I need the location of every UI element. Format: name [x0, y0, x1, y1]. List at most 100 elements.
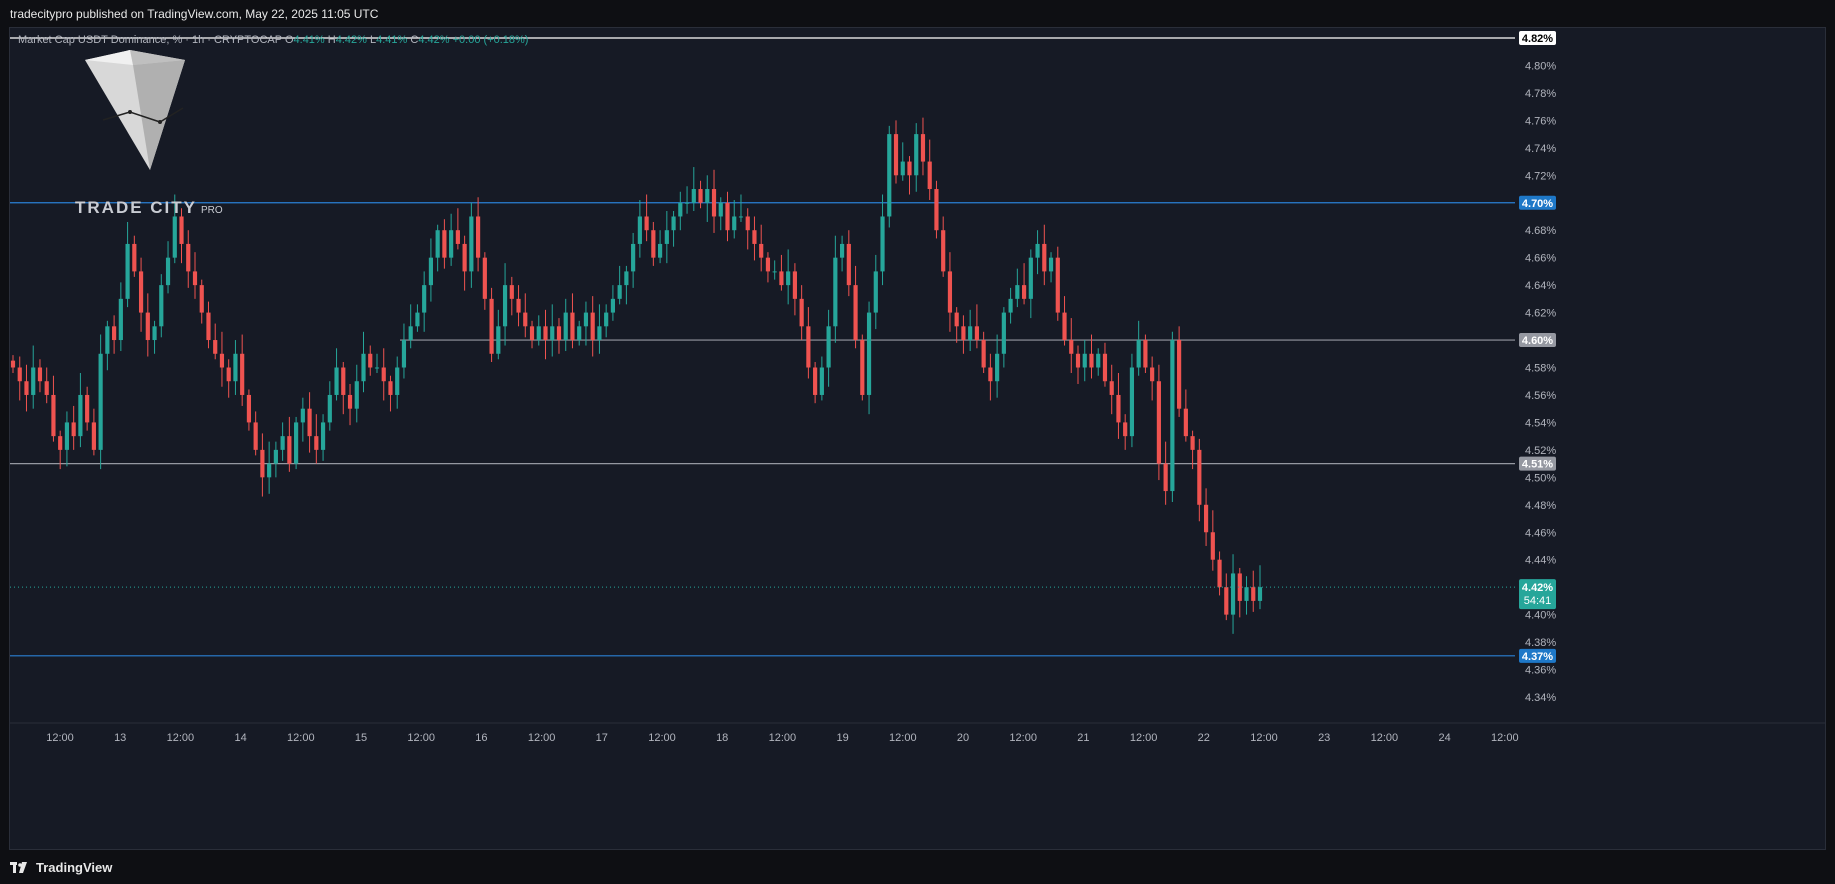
x-tick-label: 12:00 — [46, 732, 74, 744]
candle-body — [496, 326, 501, 354]
trade-city-brand: TRADE CITY PRO — [75, 198, 223, 218]
x-tick-label: 12:00 — [287, 732, 315, 744]
candle-body — [401, 340, 407, 368]
candle-body — [31, 367, 36, 395]
tradingview-logo[interactable]: TradingView — [10, 860, 112, 875]
x-tick-label: 14 — [234, 732, 246, 744]
candle-body — [792, 271, 797, 299]
candle-body — [1055, 257, 1060, 313]
candle-body — [826, 326, 831, 368]
candle-body — [1096, 353, 1101, 368]
candle-body — [974, 326, 979, 341]
candle-body — [105, 326, 110, 354]
x-tick-label: 12:00 — [1250, 732, 1278, 744]
candle-body — [415, 312, 420, 327]
candle-body — [455, 230, 460, 244]
y-tick-label: 4.50% — [1525, 472, 1556, 484]
y-tick-label: 4.56% — [1525, 390, 1556, 402]
chart-canvas[interactable]: 4.80% 4.78% 4.76% 4.74% 4.72% 4.70% 4.68% 4.66%… — [10, 28, 1826, 850]
candle-body — [988, 367, 993, 382]
x-tick-label: 18 — [716, 732, 728, 744]
candle-body — [550, 326, 555, 341]
symbol-legend[interactable]: Market Cap USDT Dominance, % · 1h · CRYP… — [18, 34, 528, 46]
x-tick-label: 22 — [1198, 732, 1210, 744]
candle-body — [442, 230, 447, 258]
candle-body — [806, 326, 811, 368]
candle-body — [1197, 449, 1202, 505]
candle-body — [1210, 532, 1215, 560]
level-label: 4.60% — [1522, 335, 1553, 347]
candle-body — [954, 312, 959, 327]
candle-body — [1129, 367, 1135, 437]
published-text: tradecitypro published on TradingView.co… — [10, 7, 379, 21]
candle-body — [887, 134, 892, 217]
candle-body — [300, 408, 305, 423]
y-tick-label: 4.74% — [1525, 143, 1556, 155]
candle-body — [1102, 353, 1108, 382]
x-tick-label: 12:00 — [889, 732, 917, 744]
candle-body — [1136, 340, 1141, 368]
candle-body — [489, 298, 494, 354]
level-label-bg — [1519, 648, 1556, 663]
x-tick-label: 12:00 — [167, 732, 195, 744]
candle-body — [597, 326, 602, 341]
candle-body — [172, 216, 177, 258]
x-tick-label: 12:00 — [407, 732, 435, 744]
candle-body — [624, 271, 629, 286]
candle-body — [684, 202, 690, 204]
candle-body — [873, 271, 878, 313]
candle-body — [78, 394, 83, 437]
candle-body — [287, 436, 292, 464]
legend-high-value: 4.42% — [335, 34, 367, 46]
candle-body — [435, 230, 440, 258]
x-tick-label: 12:00 — [1130, 732, 1158, 744]
candle-body — [968, 326, 973, 341]
candle-body — [118, 298, 123, 341]
candle-body — [1123, 422, 1128, 437]
legend-low-label: L — [370, 34, 377, 46]
candle-body — [1156, 381, 1161, 464]
y-tick-label: 4.76% — [1525, 115, 1556, 127]
candle-body — [523, 312, 528, 327]
candle-body — [1230, 573, 1236, 615]
candle-body — [1035, 243, 1040, 258]
y-tick-label: 4.80% — [1525, 60, 1556, 72]
level-label-bg — [1519, 31, 1556, 45]
candle-body — [698, 189, 703, 203]
candle-body — [91, 422, 96, 450]
candle-body — [44, 381, 49, 395]
candle-body — [718, 202, 723, 217]
x-tick-label: 13 — [114, 732, 126, 744]
x-tick-label: 12:00 — [1371, 732, 1399, 744]
candle-body — [516, 298, 521, 313]
candle-body — [428, 257, 434, 286]
chart-area[interactable]: 4.80% 4.78% 4.76% 4.74% 4.72% 4.70% 4.68% 4.66%… — [9, 27, 1826, 850]
candle-body — [509, 285, 514, 299]
candle-body — [1150, 367, 1155, 382]
symbol-name[interactable]: Market Cap USDT Dominance, % · 1h · CRYP… — [18, 34, 282, 46]
candle-body — [738, 216, 744, 218]
candle-body — [1069, 340, 1074, 354]
y-tick-label: 4.48% — [1525, 500, 1556, 512]
candle-body — [246, 394, 252, 423]
candle-body — [226, 367, 231, 382]
candle-body — [192, 271, 198, 286]
candle-body — [658, 243, 663, 258]
y-tick-label: 4.46% — [1525, 527, 1556, 539]
x-tick-label: 24 — [1438, 732, 1450, 744]
candle-body — [839, 243, 845, 258]
candle-body — [502, 285, 508, 327]
x-tick-label: 12:00 — [1009, 732, 1037, 744]
candle-body — [833, 257, 838, 327]
candle-body — [752, 230, 757, 244]
candle-body — [799, 298, 804, 327]
legend-high-label: H — [327, 34, 336, 46]
y-tick-label: 4.44% — [1525, 555, 1556, 567]
candle-body — [941, 230, 946, 272]
candle-body — [132, 243, 137, 272]
brand-suffix: PRO — [201, 205, 223, 216]
candle-body — [1082, 353, 1087, 368]
candle-body — [260, 449, 265, 478]
candle-body — [145, 312, 150, 341]
candle-body — [590, 312, 595, 341]
